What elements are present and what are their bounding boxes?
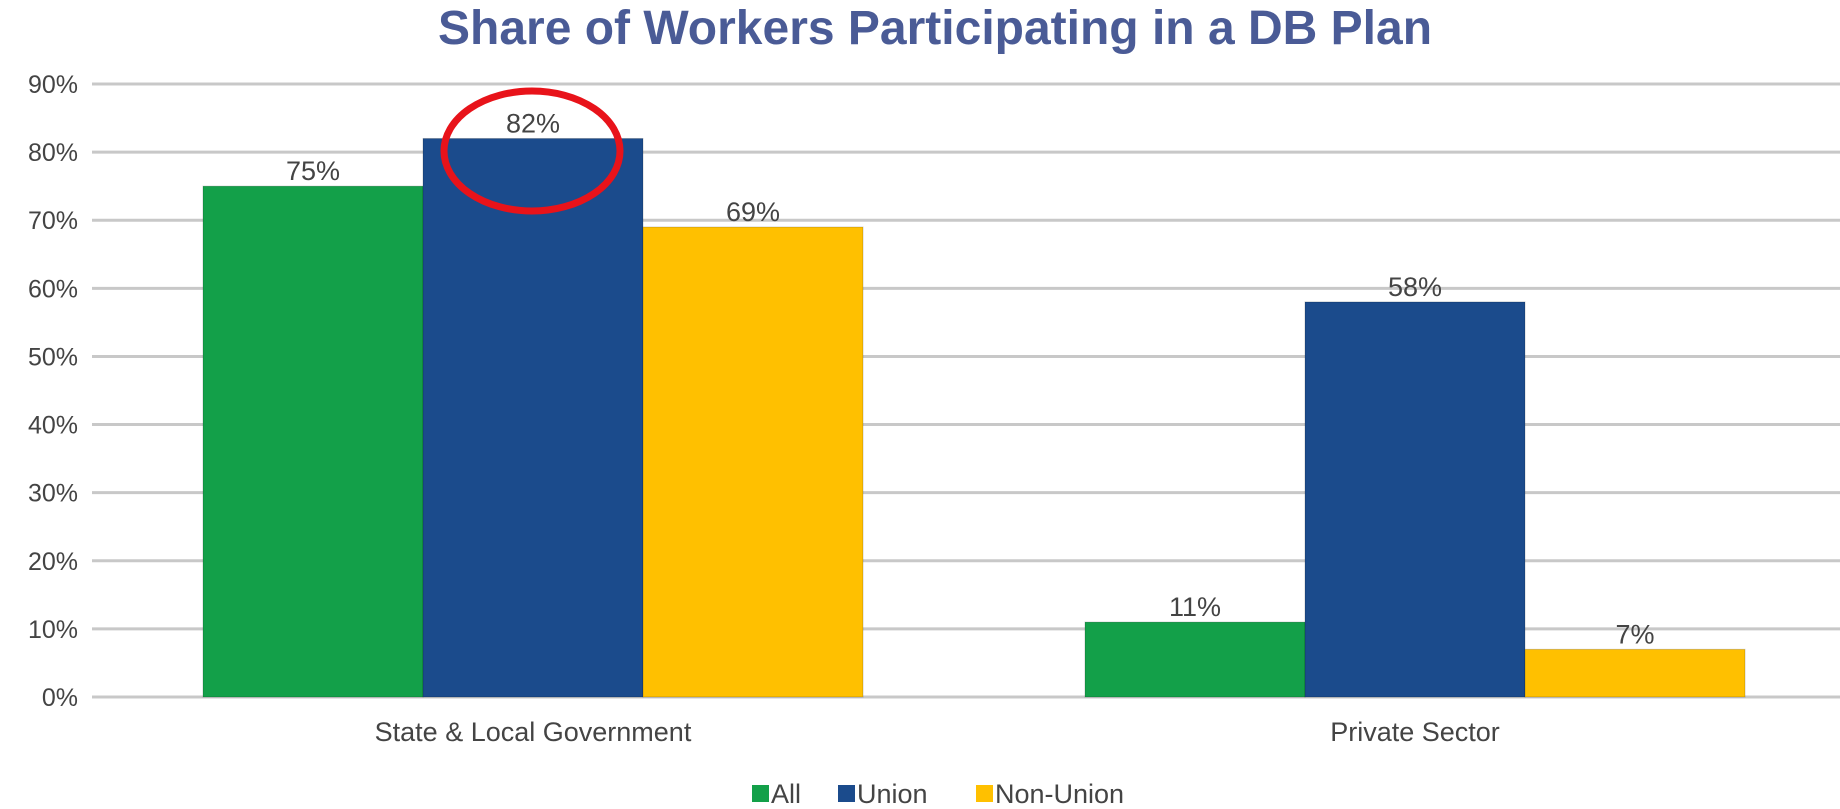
highlight-circle	[440, 87, 624, 215]
y-tick-label: 60%	[28, 275, 78, 303]
data-label: 58%	[1388, 272, 1442, 302]
legend-item: All	[752, 779, 801, 809]
bar-union	[1304, 301, 1526, 698]
data-label: 7%	[1615, 619, 1654, 649]
x-axis-categories: State & Local Government Private Sector	[375, 717, 1500, 747]
y-tick-label: 80%	[28, 139, 78, 167]
y-tick-label: 20%	[28, 548, 78, 576]
y-tick-label: 70%	[28, 207, 78, 235]
bar-non-union	[1524, 648, 1746, 698]
legend-swatch	[976, 785, 993, 802]
y-tick-label: 40%	[28, 412, 78, 440]
bar-non-union	[642, 226, 864, 698]
legend-label: All	[771, 779, 801, 809]
annotation	[440, 87, 624, 215]
y-tick-label: 10%	[28, 616, 78, 644]
x-category-label: State & Local Government	[375, 717, 692, 747]
y-tick-label: 90%	[28, 71, 78, 99]
data-label: 11%	[1169, 592, 1221, 622]
bars	[202, 137, 1746, 698]
legend: All Union Non-Union	[752, 779, 1124, 809]
y-tick-label: 0%	[42, 684, 78, 712]
data-label: 82%	[506, 108, 560, 138]
y-tick-label: 30%	[28, 480, 78, 508]
data-label: 75%	[286, 156, 340, 186]
legend-item: Non-Union	[976, 779, 1124, 809]
legend-swatch	[752, 785, 769, 802]
bar-union	[422, 137, 644, 698]
data-label: 69%	[726, 197, 780, 227]
legend-label: Union	[857, 779, 928, 809]
bar-all	[202, 185, 424, 698]
y-axis-ticks: 0% 10% 20% 30% 40% 50% 60% 70% 80% 90%	[28, 71, 78, 712]
data-labels: 75% 11% 82% 58% 69% 7%	[286, 108, 1655, 649]
legend-item: Union	[838, 779, 928, 809]
legend-swatch	[838, 785, 855, 802]
bar-all	[1084, 621, 1306, 698]
x-category-label: Private Sector	[1330, 717, 1500, 747]
chart-title: Share of Workers Participating in a DB P…	[438, 2, 1432, 55]
legend-label: Non-Union	[995, 779, 1124, 809]
y-tick-label: 50%	[28, 343, 78, 371]
